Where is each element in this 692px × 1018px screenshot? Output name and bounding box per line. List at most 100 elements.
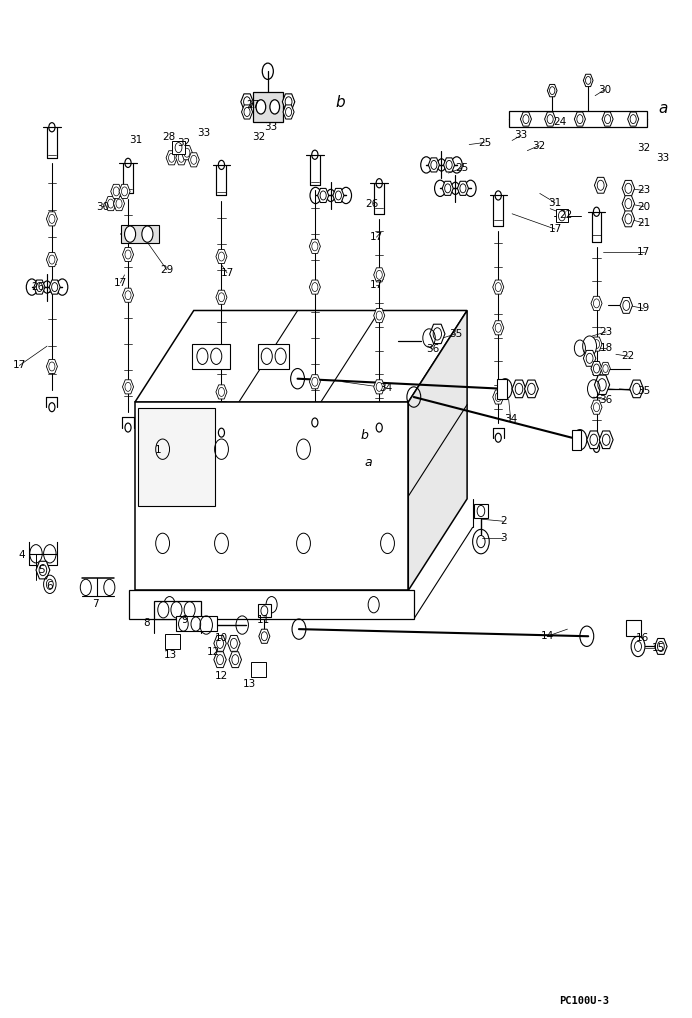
Polygon shape [36, 561, 50, 579]
Text: 34: 34 [504, 414, 518, 425]
Text: 25: 25 [455, 163, 469, 173]
Polygon shape [545, 112, 556, 126]
Polygon shape [46, 359, 57, 374]
Text: 33: 33 [264, 122, 277, 132]
Text: 17: 17 [548, 224, 562, 234]
Text: 33: 33 [656, 153, 670, 163]
Bar [257, 344, 289, 369]
Text: 13: 13 [163, 649, 177, 660]
Text: 32: 32 [637, 143, 650, 153]
Text: 35: 35 [637, 386, 650, 396]
Polygon shape [493, 280, 504, 294]
Text: 10: 10 [215, 633, 228, 643]
Bar [121, 225, 159, 243]
Polygon shape [34, 280, 45, 294]
Polygon shape [655, 638, 667, 655]
Bar [509, 111, 647, 127]
Polygon shape [493, 390, 504, 404]
Circle shape [270, 100, 280, 114]
Polygon shape [622, 195, 635, 212]
Polygon shape [630, 380, 644, 398]
Bar [129, 590, 414, 619]
Polygon shape [229, 652, 242, 668]
Polygon shape [591, 296, 602, 310]
Polygon shape [601, 362, 610, 375]
Polygon shape [591, 337, 602, 351]
Text: 11: 11 [256, 615, 270, 625]
Bar [253, 92, 283, 122]
Text: 1: 1 [154, 445, 161, 455]
Polygon shape [216, 385, 227, 399]
Bar [165, 634, 180, 649]
Polygon shape [442, 181, 453, 195]
Text: b: b [336, 96, 345, 110]
Polygon shape [122, 380, 134, 394]
Polygon shape [457, 181, 468, 195]
Text: b: b [360, 430, 368, 442]
Polygon shape [333, 188, 344, 203]
Polygon shape [46, 212, 57, 226]
Polygon shape [122, 288, 134, 302]
Text: 32: 32 [532, 140, 546, 151]
Polygon shape [622, 211, 635, 227]
Polygon shape [119, 184, 130, 199]
Text: 31: 31 [129, 135, 143, 146]
Bar [258, 605, 271, 617]
Polygon shape [318, 188, 329, 203]
Polygon shape [525, 380, 538, 398]
Text: 30: 30 [599, 84, 611, 95]
Text: 4: 4 [19, 550, 26, 560]
Bar [154, 601, 201, 619]
Text: 33: 33 [197, 128, 210, 138]
Text: 26: 26 [31, 282, 45, 292]
Text: 32: 32 [177, 137, 191, 148]
Polygon shape [181, 146, 192, 160]
Polygon shape [166, 151, 177, 165]
Text: 33: 33 [514, 130, 528, 140]
Polygon shape [214, 652, 226, 668]
Polygon shape [188, 153, 199, 167]
Polygon shape [591, 361, 602, 376]
Bar [135, 402, 408, 590]
Text: 13: 13 [242, 679, 256, 689]
Polygon shape [216, 249, 227, 264]
Polygon shape [602, 112, 613, 126]
Polygon shape [282, 94, 295, 110]
Text: 17: 17 [113, 278, 127, 288]
Polygon shape [574, 112, 585, 126]
Polygon shape [374, 308, 385, 323]
Text: 23: 23 [599, 327, 613, 337]
Polygon shape [176, 151, 187, 165]
Polygon shape [113, 196, 125, 211]
Text: 36: 36 [599, 395, 613, 405]
Text: 17: 17 [220, 268, 234, 278]
Text: 15: 15 [652, 643, 666, 654]
Polygon shape [493, 321, 504, 335]
Text: 32: 32 [252, 132, 266, 143]
Text: 17: 17 [370, 280, 383, 290]
Text: 21: 21 [637, 218, 650, 228]
Text: 28: 28 [162, 132, 176, 143]
Polygon shape [216, 290, 227, 304]
Text: 17: 17 [12, 360, 26, 371]
Circle shape [142, 226, 153, 242]
Polygon shape [620, 297, 632, 314]
Text: 34: 34 [379, 383, 393, 393]
Text: 17: 17 [637, 247, 650, 258]
Polygon shape [430, 324, 445, 344]
Polygon shape [583, 74, 593, 87]
Text: 26: 26 [365, 199, 379, 209]
Bar [251, 662, 266, 677]
Polygon shape [547, 84, 557, 97]
Circle shape [583, 336, 597, 356]
Text: 7: 7 [92, 599, 99, 609]
Polygon shape [242, 105, 253, 119]
Text: 20: 20 [637, 202, 650, 212]
Bar [572, 430, 581, 450]
Polygon shape [512, 380, 526, 398]
Text: 35: 35 [448, 329, 462, 339]
Text: 24: 24 [553, 117, 567, 127]
Polygon shape [214, 635, 226, 652]
Text: 25: 25 [477, 137, 491, 148]
Text: 31: 31 [548, 197, 562, 208]
